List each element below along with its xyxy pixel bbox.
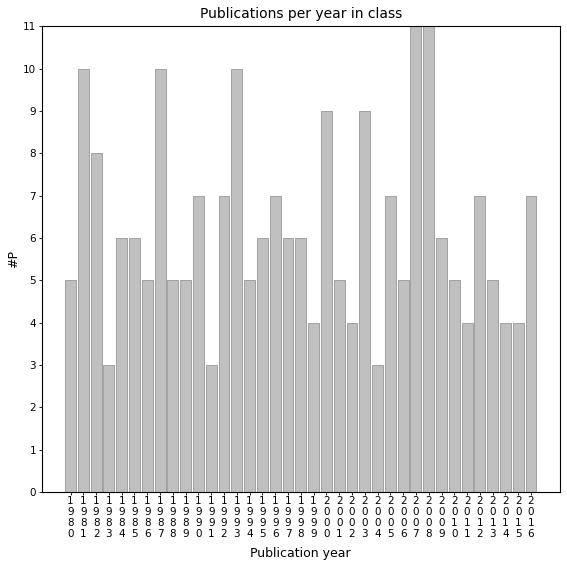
- Bar: [424, 26, 434, 492]
- Bar: [257, 238, 268, 492]
- Bar: [103, 365, 115, 492]
- Bar: [500, 323, 511, 492]
- Bar: [346, 323, 357, 492]
- Bar: [167, 281, 178, 492]
- Bar: [462, 323, 472, 492]
- Bar: [142, 281, 153, 492]
- Bar: [270, 196, 281, 492]
- Bar: [334, 281, 345, 492]
- Bar: [180, 281, 191, 492]
- Bar: [449, 281, 460, 492]
- Bar: [295, 238, 306, 492]
- Bar: [321, 111, 332, 492]
- Bar: [244, 281, 255, 492]
- Bar: [129, 238, 140, 492]
- Bar: [513, 323, 524, 492]
- Y-axis label: #P: #P: [7, 250, 20, 268]
- Bar: [411, 26, 421, 492]
- Bar: [155, 69, 166, 492]
- Bar: [436, 238, 447, 492]
- Bar: [219, 196, 230, 492]
- Bar: [116, 238, 127, 492]
- Bar: [526, 196, 536, 492]
- Bar: [193, 196, 204, 492]
- Bar: [91, 153, 101, 492]
- Bar: [397, 281, 409, 492]
- Bar: [308, 323, 319, 492]
- Bar: [282, 238, 294, 492]
- Bar: [206, 365, 217, 492]
- X-axis label: Publication year: Publication year: [251, 547, 351, 560]
- Bar: [65, 281, 76, 492]
- Bar: [487, 281, 498, 492]
- Bar: [231, 69, 242, 492]
- Bar: [78, 69, 89, 492]
- Bar: [385, 196, 396, 492]
- Bar: [475, 196, 485, 492]
- Bar: [359, 111, 370, 492]
- Title: Publications per year in class: Publications per year in class: [200, 7, 402, 21]
- Bar: [372, 365, 383, 492]
